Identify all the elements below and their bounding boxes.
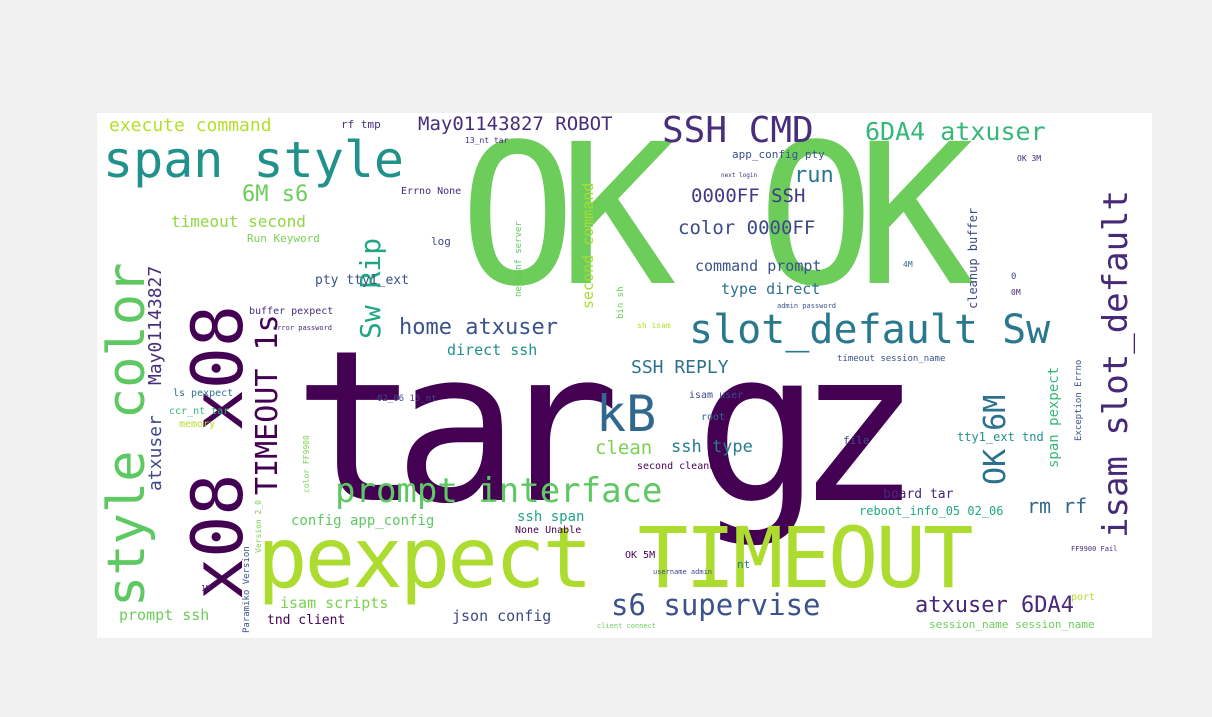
word: isam user	[689, 390, 744, 401]
word: 6DA4 atxuser	[865, 117, 1046, 146]
word: isam scripts	[280, 594, 389, 612]
word: json config	[452, 607, 552, 625]
word: reboot_info_05 02_06	[859, 504, 1004, 518]
word: port	[1071, 592, 1096, 603]
word: client connect	[597, 622, 657, 630]
word: Version 2_0	[254, 500, 263, 553]
word: memory	[179, 419, 216, 430]
word: second cleanup	[637, 461, 722, 472]
word: prompt ssh	[119, 606, 210, 624]
word: sh isam	[637, 321, 671, 330]
word: netconf server	[514, 221, 524, 297]
word: next login	[721, 172, 758, 179]
word: app_config pty	[732, 148, 825, 161]
word: tnd client	[267, 613, 346, 628]
word: 1M	[201, 584, 211, 593]
word: Sw Rip	[354, 237, 387, 339]
word: session_name session_name	[929, 618, 1095, 631]
word: color FF9900	[302, 435, 311, 493]
word: 0M	[1011, 288, 1021, 297]
word: span pexpect	[1046, 366, 1062, 468]
word: kB	[596, 385, 657, 443]
word: prompt interface	[335, 471, 663, 511]
word: OK 3M	[1017, 154, 1042, 163]
word: May01143827 ROBOT	[418, 113, 613, 135]
word: FF9900 Fail	[1071, 545, 1118, 553]
word: error password	[273, 324, 333, 332]
word: board tar	[883, 487, 954, 502]
word: admin password	[777, 302, 837, 310]
word: log	[431, 235, 451, 248]
word: slot_default Sw	[689, 307, 1051, 353]
word: home atxuser	[399, 315, 558, 340]
word: timeout second	[171, 212, 306, 231]
word: Run Keyword	[247, 232, 320, 245]
word: atxuser 6DA4	[915, 593, 1074, 618]
word: timeout session_name	[837, 354, 946, 364]
word: file	[843, 434, 870, 447]
word: SSH CMD	[662, 113, 814, 151]
word: command prompt	[695, 257, 822, 275]
word: run	[794, 163, 834, 188]
word: 4M	[903, 260, 913, 269]
word: color 0000FF	[678, 217, 816, 239]
word-cloud: tar gz OK OK pexpect TIMEOUT x08 x08 sty…	[97, 113, 1152, 638]
word: ssh span	[517, 509, 585, 525]
word: rm rf	[1027, 494, 1088, 518]
word: TIMEOUT 1s	[250, 314, 285, 495]
word: OK OK	[459, 113, 974, 329]
word: 6M s6	[242, 182, 309, 207]
word: second command	[579, 182, 597, 309]
word: pty tty1_ext	[315, 273, 409, 288]
word: 02_06 13_nt	[377, 394, 437, 404]
word: rf tmp	[341, 118, 381, 131]
word: SSH REPLY	[631, 357, 729, 378]
word: root	[701, 412, 726, 423]
word: ccr_nt tar	[169, 406, 230, 417]
word: s6 supervise	[611, 588, 821, 622]
word: 13_nt tar	[465, 136, 509, 145]
word: ls pexpect	[173, 388, 234, 399]
word: nt	[737, 558, 751, 571]
word: atxuser	[145, 415, 166, 491]
word: tar gz	[293, 305, 922, 550]
word: span style	[103, 131, 405, 189]
word: type direct	[721, 280, 821, 298]
word: 0000FF SSH	[691, 185, 806, 207]
word: Exception Errno	[1074, 359, 1084, 441]
word: OK 5M	[625, 550, 656, 561]
word: username admin	[653, 568, 713, 576]
word: tty1_ext tnd	[957, 430, 1044, 444]
word: None Unable	[515, 525, 582, 536]
word: config app_config	[291, 513, 435, 529]
word: Paramiko Version	[242, 546, 252, 633]
word: bin sh	[616, 286, 626, 319]
word: buffer pexpect	[249, 306, 334, 317]
word: direct ssh	[447, 341, 538, 359]
word: Errno None	[401, 186, 462, 197]
word: isam slot_default	[1096, 190, 1136, 538]
word: clean	[595, 437, 653, 459]
word: 0	[1011, 272, 1017, 282]
word: May01143827	[145, 265, 166, 385]
word: cleanup buffer	[966, 207, 980, 309]
word: execute command	[109, 115, 272, 136]
word: pexpect TIMEOUT	[257, 509, 974, 607]
word: ssh type	[671, 437, 753, 457]
